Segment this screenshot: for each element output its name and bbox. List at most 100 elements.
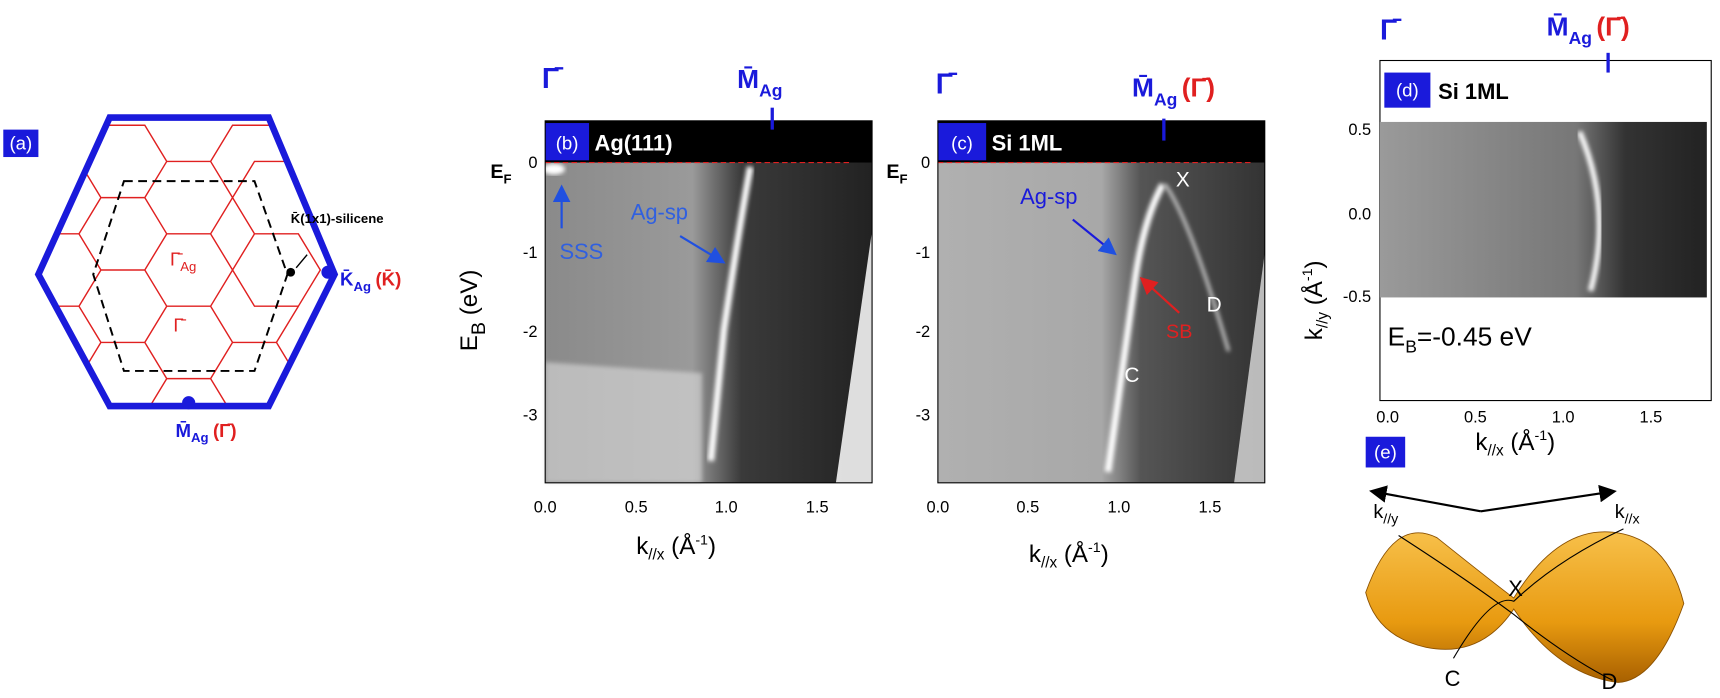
annotation: Ag-sp <box>1020 184 1077 209</box>
annotation: X <box>1176 169 1190 192</box>
annotation: SB <box>1166 321 1192 343</box>
annotation: SSS <box>559 239 603 264</box>
panel-d: (d) Si 1ML Γ̄ M̄Ag (Γ̄) k//y (Å-1) 0.5 0.… <box>1300 11 1712 459</box>
surface-line <box>1452 528 1624 659</box>
top-gamma: Γ̄ <box>542 63 564 95</box>
axis-arrow <box>1480 484 1617 513</box>
y-tick-label: 0 <box>528 154 537 172</box>
panel-c: (c) Si 1ML Γ̄ M̄Ag (Γ̄) EF 0 -1 -2 -3 0.0… <box>886 68 1266 571</box>
title-bar <box>545 120 873 163</box>
axis-arrow <box>1369 485 1482 513</box>
x-tick-label: 0.5 <box>1464 408 1487 426</box>
panel-label: (b) <box>556 132 579 153</box>
point-label: D <box>1602 669 1618 694</box>
y-axis-label: k//y (Å-1) <box>1300 260 1331 340</box>
y-axis-label: EB (eV) <box>456 270 490 352</box>
band <box>707 166 754 462</box>
panel-title: Si 1ML <box>992 130 1063 155</box>
pointer <box>295 254 308 269</box>
x-tick-label: 1.5 <box>806 498 829 516</box>
edge <box>835 230 873 483</box>
x-tick-label: 1.0 <box>1107 498 1130 516</box>
band-d <box>1163 183 1231 352</box>
x-tick-label: 0.0 <box>1376 408 1399 426</box>
y-tick-label: -3 <box>523 406 538 424</box>
axis-label: k//y <box>1373 501 1399 527</box>
x-tick-label: 1.0 <box>715 498 738 516</box>
axis-label: k//x <box>1615 501 1640 527</box>
y-tick-label: -3 <box>916 406 931 424</box>
k-silicene: K̄(1x1)-silicene <box>291 211 384 226</box>
x-tick-label: 0.5 <box>1016 498 1039 516</box>
saddle-surface <box>1365 531 1685 683</box>
x-tick-label: 1.5 <box>1198 498 1221 516</box>
edge <box>1234 252 1265 483</box>
gamma: Γ̄ <box>173 314 186 335</box>
panel-title: Ag(111) <box>595 130 673 155</box>
ef-label: EF <box>886 161 907 186</box>
brillouin-zone <box>34 114 339 410</box>
frame <box>544 120 873 484</box>
top-m: M̄Ag (Γ̄) <box>1132 73 1215 110</box>
point-label: C <box>1445 666 1461 691</box>
x-tick-label: 0.5 <box>625 498 648 516</box>
arrow <box>1139 276 1180 314</box>
dashed-zone <box>92 180 289 372</box>
label-box <box>1384 72 1431 108</box>
k-point <box>321 265 335 279</box>
top-gamma: Γ̄ <box>936 68 958 100</box>
m-ag: M̄Ag (Γ̄) <box>176 420 237 445</box>
arpes-image <box>937 120 1265 483</box>
x-tick-label: 0.0 <box>534 498 557 516</box>
y-tick-label: -1 <box>523 244 538 262</box>
panel-label: (a) <box>9 132 32 153</box>
x-tick-label: 1.5 <box>1639 408 1662 426</box>
k-silicene-point <box>286 267 296 277</box>
annotation: Ag-sp <box>631 200 688 225</box>
y-tick-label: -2 <box>916 323 931 341</box>
band <box>1104 182 1166 473</box>
panel-b: (b) Ag(111) Γ̄ M̄Ag EF EB (eV) 0 -1 -2 -… <box>456 63 873 564</box>
annotation: D <box>1207 294 1222 317</box>
contour <box>1577 130 1603 292</box>
y-tick-label: 0.5 <box>1348 121 1371 139</box>
x-tick-label: 0.0 <box>926 498 949 516</box>
panel-label: (c) <box>951 132 973 153</box>
panel-label: (d) <box>1396 80 1419 101</box>
annotation: C <box>1124 364 1139 387</box>
top-m: M̄Ag (Γ̄) <box>1547 11 1630 48</box>
arrow <box>679 235 726 264</box>
bright-region <box>545 362 703 483</box>
label-box <box>545 123 590 161</box>
top-m: M̄Ag <box>737 64 782 101</box>
point-label: X <box>1508 576 1523 601</box>
y-tick-label: -1 <box>916 244 931 262</box>
y-tick-label: -0.5 <box>1343 288 1371 306</box>
title-bar <box>937 120 1265 163</box>
x-axis-label: k//x (Å-1) <box>636 532 716 563</box>
y-tick-label: -2 <box>523 323 538 341</box>
x-axis-label: k//x (Å-1) <box>1475 428 1555 459</box>
label-box <box>3 129 39 158</box>
label-box <box>937 123 987 161</box>
top-gamma: Γ̄ <box>1380 15 1402 47</box>
frame <box>937 120 1266 484</box>
y-tick-label: 0 <box>921 154 930 172</box>
panel-title: Si 1ML <box>1438 79 1509 104</box>
gamma-ag: Γ̄Ag <box>170 249 196 274</box>
arrow <box>1072 218 1117 256</box>
x-tick-label: 1.0 <box>1552 408 1575 426</box>
x-axis-label: k//x (Å-1) <box>1029 540 1109 571</box>
panel-label: (e) <box>1374 442 1397 463</box>
arpes-image <box>1379 121 1707 298</box>
label-box <box>1365 436 1406 468</box>
panel-a: (a) Γ̄Ag Γ̄ K̄(1x1)-silicene K̄Ag (K̄) M̄… <box>3 114 401 445</box>
energy-label: EB=-0.45 eV <box>1388 322 1533 357</box>
sss-spot <box>542 163 565 175</box>
m-point <box>182 396 196 410</box>
y-tick-label: 0.0 <box>1348 206 1371 224</box>
k-ag: K̄Ag (K̄) <box>340 268 401 293</box>
honeycomb <box>38 124 322 407</box>
